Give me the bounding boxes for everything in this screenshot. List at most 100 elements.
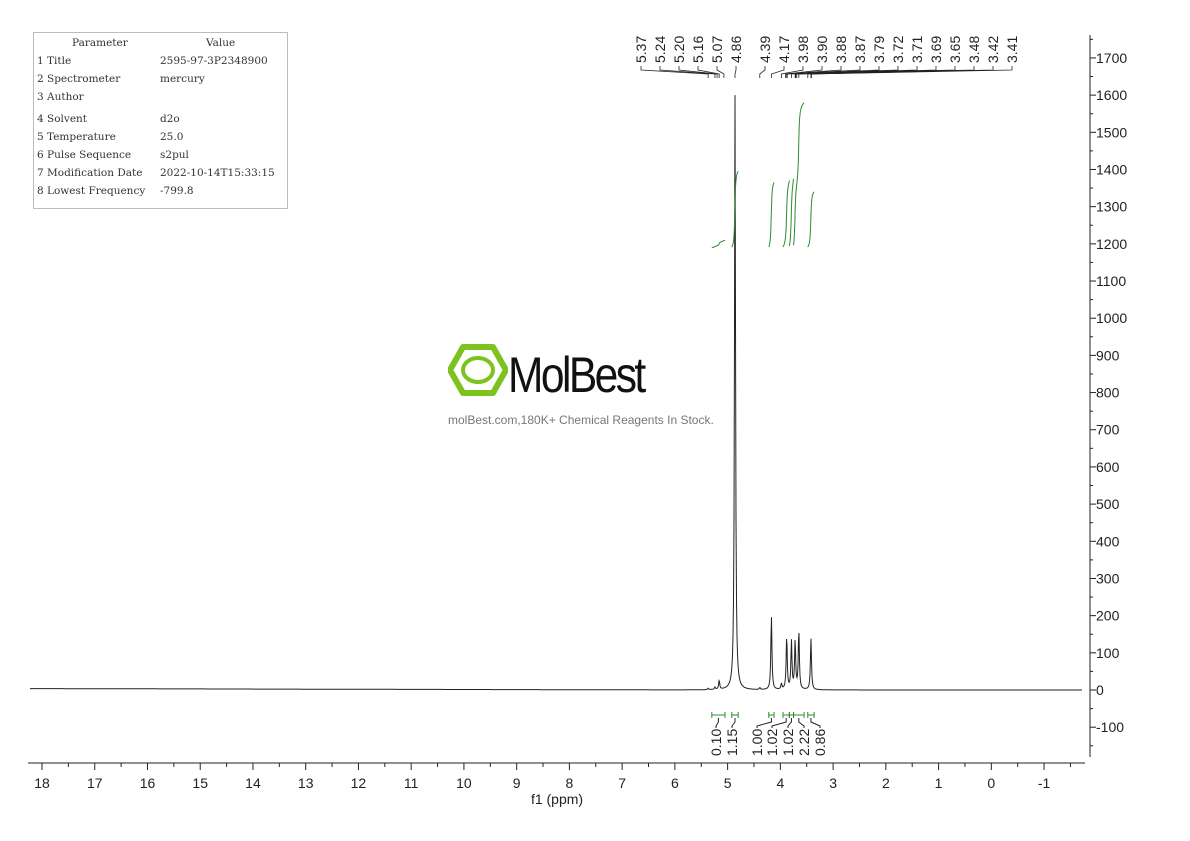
integral-value: 1.00	[749, 729, 765, 756]
peak-label: 3.48	[966, 36, 982, 63]
y-tick-label: 500	[1096, 496, 1120, 512]
peak-label-leader	[759, 66, 766, 78]
y-tick-label: 1700	[1096, 50, 1127, 66]
peak-label: 3.41	[1004, 36, 1020, 63]
value-header: Value	[206, 37, 236, 49]
peak-label-leader	[791, 66, 880, 78]
peak-label: 5.24	[652, 36, 668, 63]
peak-label-leader	[786, 66, 842, 78]
peak-label: 3.69	[928, 36, 944, 63]
x-tick-label: 11	[404, 775, 419, 791]
integral-value: 1.15	[724, 729, 740, 756]
x-tick-label: 8	[566, 775, 574, 791]
peak-label-leader	[640, 66, 709, 78]
peak-label-leader	[697, 66, 720, 78]
peak-label-leader	[770, 66, 785, 78]
x-tick-label: 15	[192, 775, 208, 791]
x-tick-label: 9	[513, 775, 521, 791]
integral-leader	[810, 718, 821, 728]
param-value: s2pul	[160, 149, 189, 161]
param-value: d2o	[160, 113, 180, 125]
integral-leader	[731, 718, 736, 728]
param-name: 5 Temperature	[37, 131, 116, 143]
x-tick-label: 4	[776, 775, 784, 791]
integral-value: 1.02	[764, 729, 780, 756]
peak-label-leader	[659, 66, 716, 78]
peak-label: 3.72	[890, 36, 906, 63]
peak-label: 5.07	[709, 36, 725, 63]
integral-curve	[793, 102, 805, 246]
peak-label-leader	[786, 66, 861, 78]
integral-curve	[807, 191, 815, 248]
y-tick-label: 300	[1096, 570, 1120, 586]
param-value: 2595-97-3P2348900	[160, 55, 268, 67]
integral-curve	[731, 171, 739, 248]
integral-leader	[715, 718, 719, 728]
y-tick-label: 700	[1096, 422, 1120, 438]
param-name: 7 Modification Date	[37, 167, 143, 179]
peak-label-leader	[785, 66, 823, 78]
x-axis-label: f1 (ppm)	[531, 791, 583, 807]
param-value: mercury	[160, 73, 205, 85]
peak-label: 3.87	[852, 36, 868, 63]
param-value: 25.0	[160, 131, 184, 143]
parameter-table: Parameter Value 1 Title 2595-97-3P2348900…	[33, 32, 288, 209]
x-tick-label: 16	[140, 775, 156, 791]
param-name: 2 Spectrometer	[37, 73, 121, 85]
x-tick-label: -1	[1038, 775, 1051, 791]
y-tick-label: 0	[1096, 682, 1104, 698]
param-name: 3 Author	[37, 91, 84, 103]
peak-label: 4.86	[728, 36, 744, 63]
y-tick-label: 1200	[1096, 236, 1127, 252]
y-tick-label: 100	[1096, 645, 1120, 661]
peak-label-leader	[811, 66, 1013, 78]
integral-curve	[711, 239, 726, 248]
spectrum-line	[30, 95, 1082, 691]
peak-label: 5.20	[671, 36, 687, 63]
integral-leader	[787, 718, 792, 728]
y-tick-label: 200	[1096, 608, 1120, 624]
watermark-name: MolBest	[508, 347, 646, 403]
peak-label: 4.17	[776, 36, 792, 63]
x-tick-label: 7	[618, 775, 626, 791]
y-tick-label: -100	[1096, 719, 1124, 735]
integral-curve	[782, 180, 790, 248]
y-tick-label: 1000	[1096, 310, 1127, 326]
x-tick-label: 13	[298, 775, 314, 791]
peak-label-leader	[678, 66, 718, 78]
x-tick-label: 3	[829, 775, 837, 791]
peak-label: 3.65	[947, 36, 963, 63]
y-tick-label: 1300	[1096, 199, 1127, 215]
integral-leader	[771, 718, 787, 728]
peak-label: 3.42	[985, 36, 1001, 63]
peak-label: 3.98	[795, 36, 811, 63]
watermark-tagline: molBest.com,180K+ Chemical Reagents In S…	[448, 413, 714, 427]
param-value: 2022-10-14T15:33:15	[160, 167, 275, 179]
integral-value: 1.02	[780, 729, 796, 756]
integral-value: 0.10	[708, 729, 724, 756]
integral-leader	[798, 718, 805, 728]
x-tick-label: 5	[724, 775, 732, 791]
peak-label: 5.16	[690, 36, 706, 63]
y-tick-label: 800	[1096, 385, 1120, 401]
y-tick-label: 1400	[1096, 161, 1127, 177]
peak-label: 5.37	[633, 36, 649, 63]
peak-label-leader	[716, 66, 725, 78]
peak-label-leader	[781, 66, 804, 78]
molbest-logo-icon	[448, 344, 508, 396]
integral-value: 2.22	[796, 729, 812, 756]
peak-label: 3.79	[871, 36, 887, 63]
peak-label: 4.39	[757, 36, 773, 63]
integral-leader	[756, 718, 772, 728]
x-tick-label: 2	[882, 775, 890, 791]
param-name: 1 Title	[37, 55, 72, 67]
integral-curve	[788, 178, 794, 247]
x-tick-label: 17	[87, 775, 103, 791]
y-tick-label: 1100	[1096, 273, 1126, 289]
peak-label: 3.71	[909, 36, 925, 63]
x-tick-label: 10	[456, 775, 472, 791]
x-tick-label: 1	[935, 775, 943, 791]
integral-value: 0.86	[812, 729, 828, 756]
y-tick-label: 1600	[1096, 87, 1127, 103]
